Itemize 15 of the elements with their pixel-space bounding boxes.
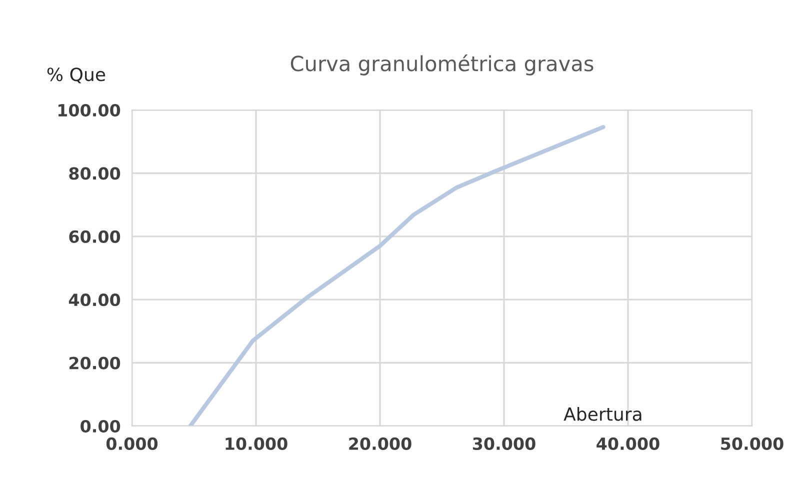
x-tick-label: 50.000 (721, 437, 784, 450)
y-tick-label: 20.00 (69, 356, 120, 370)
chart-title: Curva granulométrica gravas (290, 54, 594, 76)
x-tick-label: 30.000 (472, 437, 536, 450)
x-tick-label: 10.000 (226, 437, 288, 450)
x-tick-label: 20.000 (349, 437, 412, 450)
y-tick-label: 0.00 (80, 420, 120, 433)
x-axis-title: Abertura (564, 406, 642, 421)
y-tick-label: 40.00 (68, 294, 120, 306)
y-tick-label: 100.00 (58, 104, 120, 117)
y-tick-label: 60.00 (69, 230, 120, 243)
x-tick-label: 40.000 (596, 437, 660, 450)
x-tick-label: 0.000 (106, 437, 158, 450)
y-axis-title: % Que (47, 68, 106, 84)
y-tick-label: 80.00 (69, 167, 120, 180)
